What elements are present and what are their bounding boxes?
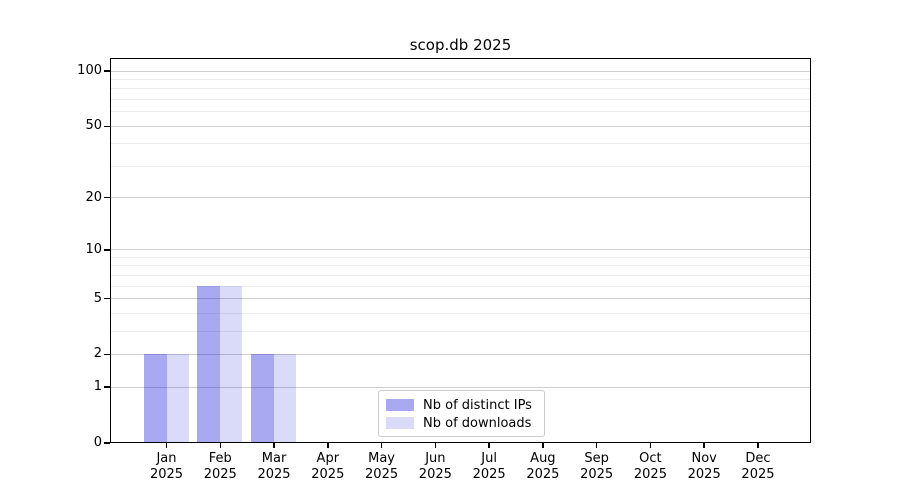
- gridline-major: [110, 70, 811, 72]
- legend-item-downloads: Nb of downloads: [386, 414, 536, 432]
- gridline-minor: [110, 143, 811, 145]
- x-tick: [488, 443, 490, 448]
- y-tick-label: 1: [93, 379, 102, 395]
- y-tick-label: 100: [77, 63, 102, 79]
- x-tick-label: Apr 2025: [311, 451, 345, 482]
- chart-title: scop.db 2025: [409, 36, 512, 54]
- bar-nb-of-downloads-feb: [220, 286, 243, 443]
- gridline-major: [110, 353, 811, 355]
- x-tick: [165, 443, 168, 448]
- y-tick: [104, 125, 110, 127]
- y-tick: [104, 249, 110, 251]
- gridline-minor: [110, 312, 811, 314]
- x-tick-label: Sep 2025: [580, 451, 614, 482]
- gridline-major: [110, 386, 811, 388]
- legend-label-distinct-ips: Nb of distinct IPs: [423, 397, 532, 413]
- legend-swatch-distinct-ips: [386, 399, 414, 411]
- gridline-minor: [110, 265, 811, 267]
- gridline-minor: [110, 88, 811, 90]
- gridline-major: [110, 197, 811, 199]
- x-tick: [327, 443, 329, 448]
- bar-nb-of-distinct-ips-mar: [251, 354, 275, 443]
- x-tick-label: Mar 2025: [257, 451, 291, 482]
- gridline-minor: [110, 79, 811, 81]
- gridline-minor: [110, 257, 811, 258]
- bar-nb-of-distinct-ips-feb: [197, 286, 221, 443]
- bar-nb-of-downloads-mar: [274, 354, 297, 443]
- gridline-minor: [110, 274, 811, 276]
- bar-nb-of-downloads-jan: [166, 354, 189, 443]
- x-tick: [380, 443, 383, 448]
- x-tick: [649, 443, 652, 448]
- x-tick-label: May 2025: [365, 451, 399, 482]
- legend-label-downloads: Nb of downloads: [423, 415, 532, 431]
- x-tick-label: Oct 2025: [633, 451, 667, 482]
- y-tick: [104, 196, 110, 199]
- gridline-major: [110, 125, 811, 127]
- x-tick-label: Nov 2025: [687, 451, 721, 482]
- x-tick: [219, 443, 222, 448]
- y-tick-label: 5: [93, 290, 102, 306]
- x-tick: [595, 443, 598, 448]
- gridline-minor: [110, 99, 811, 101]
- x-tick: [434, 443, 437, 448]
- y-tick-label: 0: [93, 435, 102, 450]
- x-tick: [542, 443, 544, 448]
- legend-item-distinct-ips: Nb of distinct IPs: [386, 396, 536, 414]
- x-tick: [757, 443, 759, 448]
- x-tick: [273, 443, 275, 448]
- x-tick-label: Jul 2025: [472, 451, 506, 482]
- y-tick-label: 10: [85, 241, 102, 257]
- legend: Nb of distinct IPs Nb of downloads: [378, 390, 545, 437]
- x-tick-label: Feb 2025: [203, 451, 237, 482]
- gridline-minor: [110, 111, 811, 113]
- y-tick: [104, 353, 110, 356]
- gridline-minor: [110, 330, 811, 332]
- gridline-major: [110, 249, 811, 251]
- x-tick-label: Jun 2025: [418, 451, 452, 482]
- gridline-major: [110, 298, 811, 300]
- x-tick-label: Jan 2025: [149, 451, 184, 482]
- y-tick: [104, 442, 110, 444]
- gridline-minor: [110, 285, 811, 287]
- x-tick-label: Dec 2025: [741, 451, 775, 482]
- y-tick-label: 50: [85, 118, 102, 134]
- legend-swatch-downloads: [386, 417, 414, 429]
- y-tick: [104, 386, 110, 388]
- plot-area: [110, 58, 811, 443]
- bar-nb-of-distinct-ips-jan: [143, 354, 167, 443]
- y-tick-label: 2: [93, 346, 102, 362]
- y-tick-label: 20: [85, 189, 102, 205]
- x-tick-label: Aug 2025: [526, 451, 560, 482]
- y-tick: [104, 70, 110, 72]
- x-tick: [703, 443, 705, 448]
- gridline-minor: [110, 165, 811, 167]
- y-tick: [104, 297, 110, 300]
